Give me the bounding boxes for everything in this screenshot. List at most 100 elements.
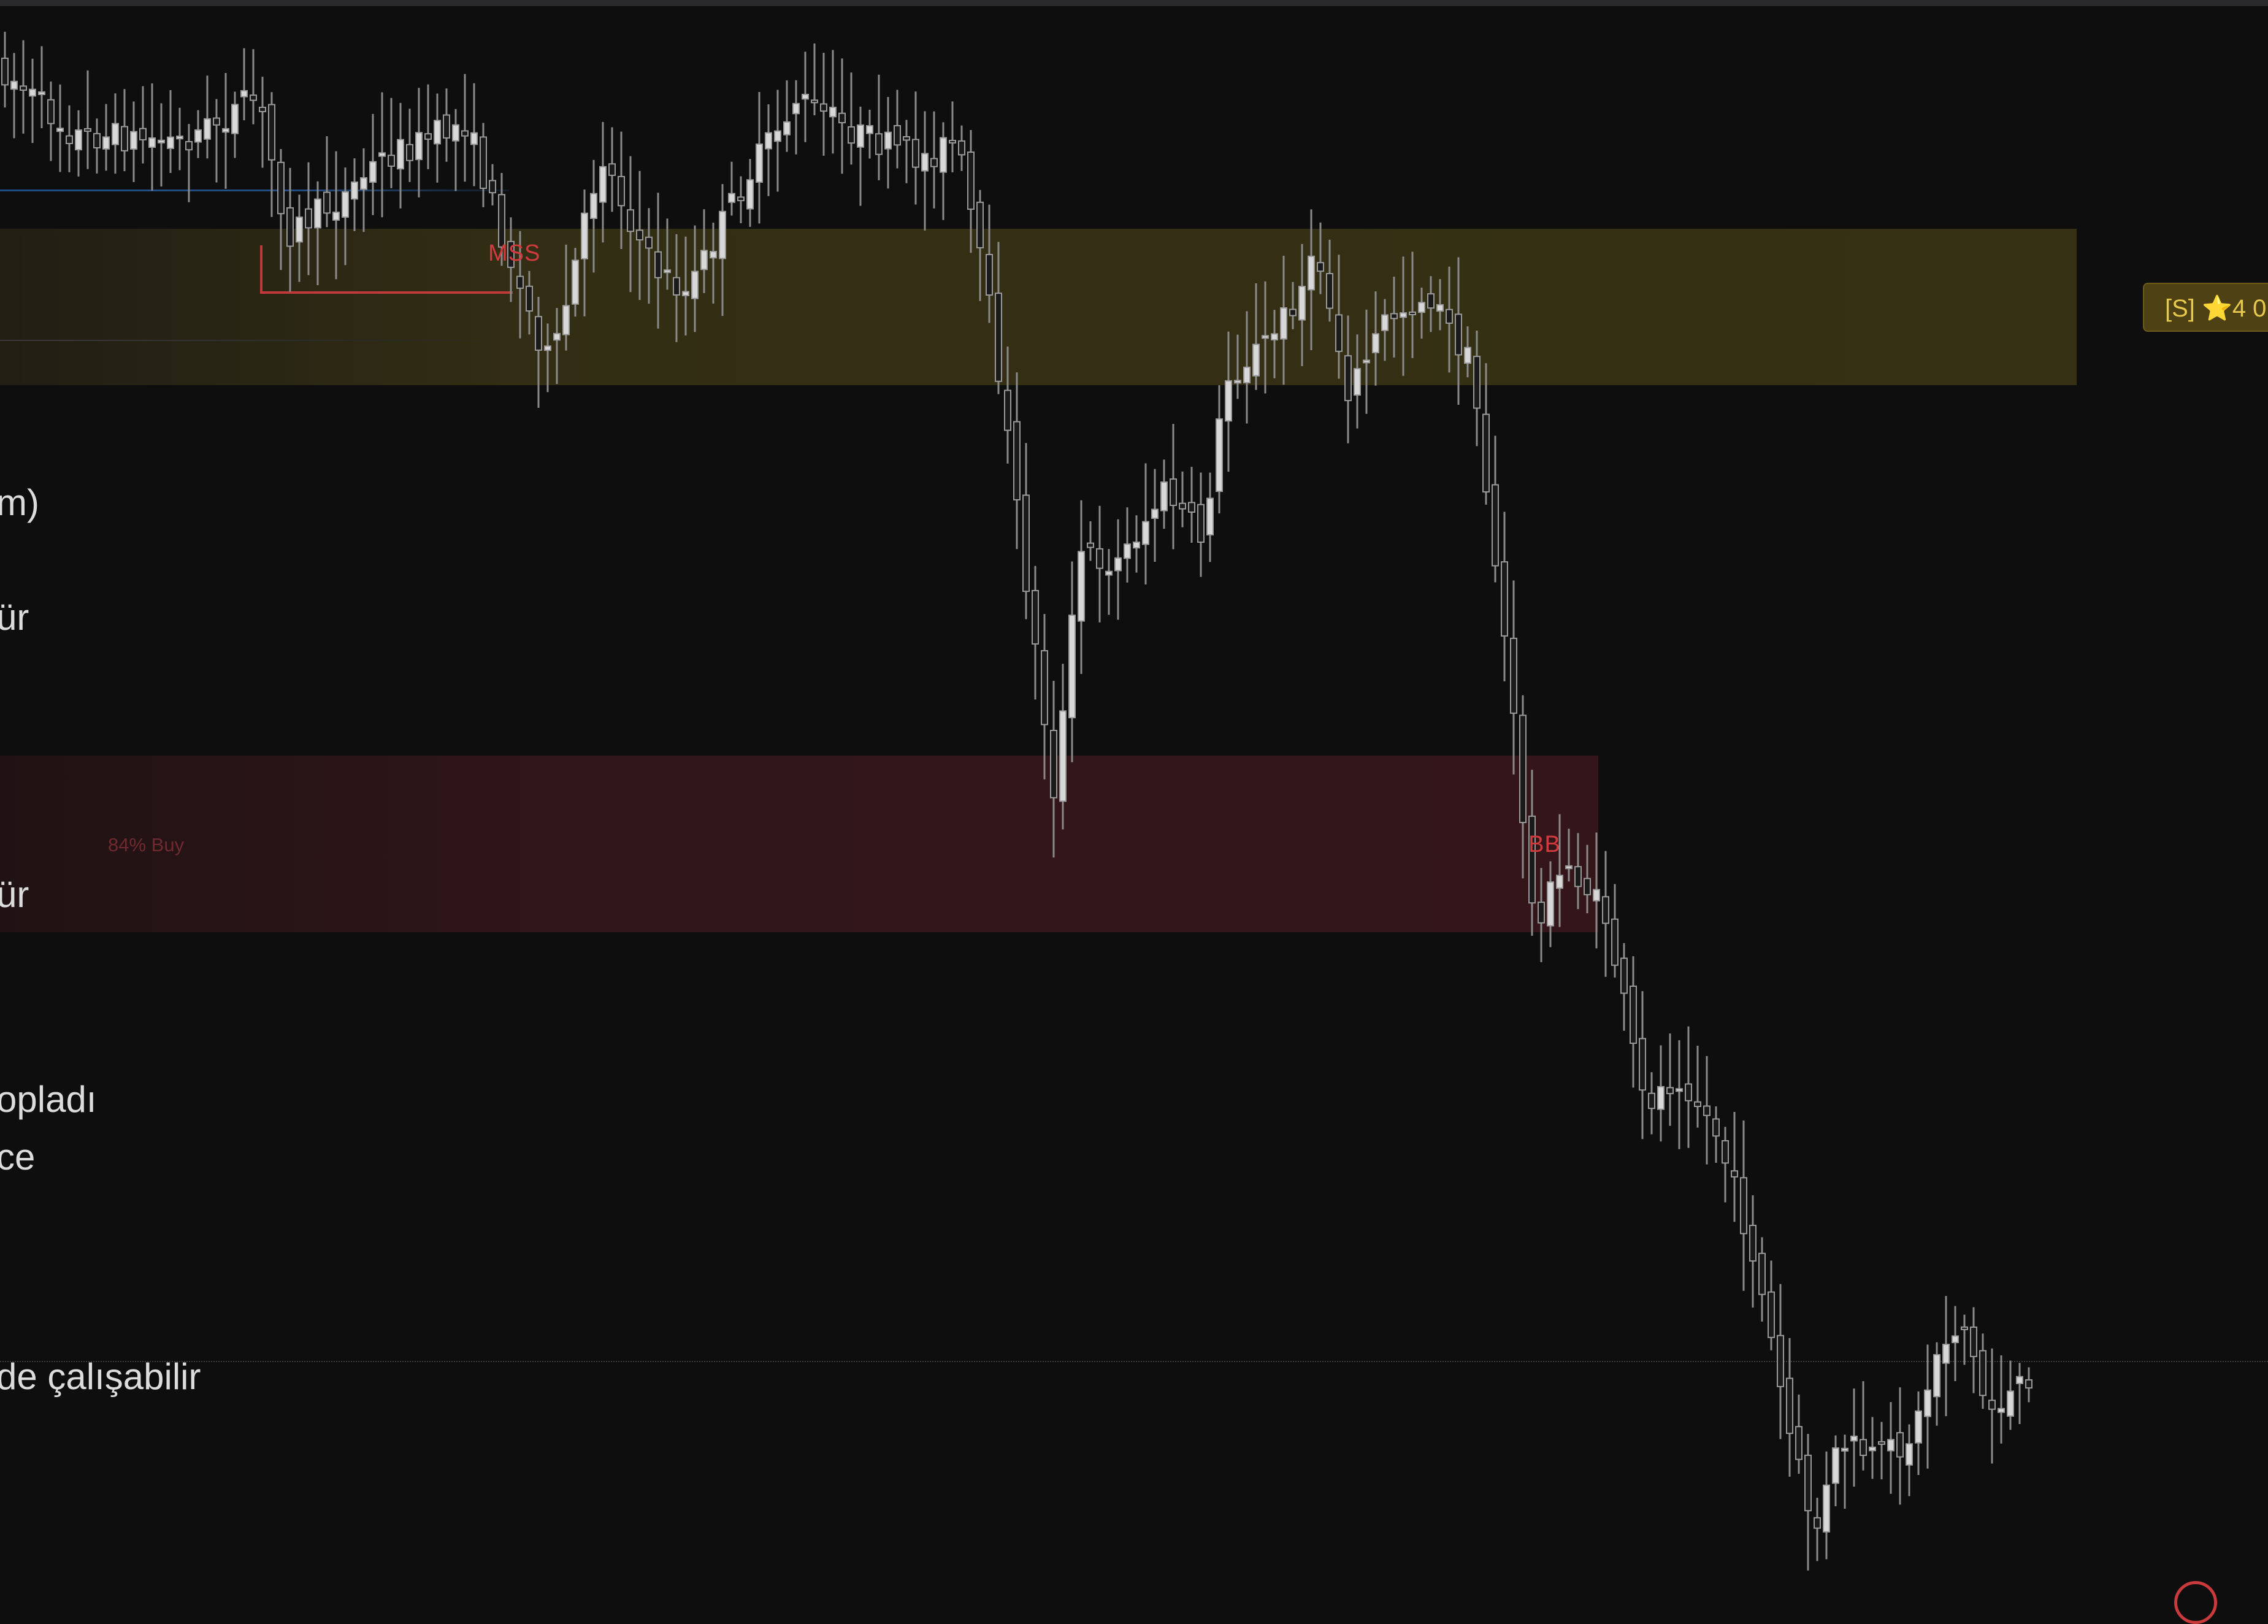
record-icon[interactable] <box>2174 1581 2217 1624</box>
candle-body <box>167 136 174 149</box>
candle-body <box>1390 313 1398 320</box>
candle-body <box>1105 570 1113 576</box>
mss-level-line[interactable] <box>260 291 513 294</box>
candle-body <box>691 270 699 299</box>
candle-body <box>56 128 64 132</box>
candle-body <box>1280 307 1287 340</box>
candle-body <box>1952 1335 1959 1344</box>
candle-body <box>415 132 423 161</box>
candle-body <box>590 193 597 220</box>
candle-body <box>1878 1441 1885 1445</box>
candle-body <box>820 103 827 112</box>
candle-body <box>1455 313 1462 356</box>
candle-body <box>29 88 36 97</box>
candle-body <box>259 107 266 112</box>
candle-body <box>1685 1083 1692 1101</box>
candle-body <box>1786 1377 1793 1434</box>
candle-body <box>1795 1426 1803 1460</box>
candle-body <box>1363 359 1370 364</box>
side-text-line: ce <box>0 1136 36 1178</box>
candle-body <box>958 140 965 156</box>
candle-body <box>664 269 671 274</box>
candle-body <box>1814 1517 1821 1529</box>
candle-body <box>452 124 459 142</box>
candle-body <box>1032 589 1039 645</box>
candle-body <box>397 139 404 170</box>
candle-body <box>66 135 73 145</box>
candle-body <box>1979 1350 1986 1396</box>
candle-body <box>572 259 579 305</box>
candle-body <box>1335 314 1343 352</box>
candle-body <box>1860 1439 1867 1456</box>
candle-body <box>461 130 469 137</box>
candle-body <box>1354 368 1361 396</box>
candle-body <box>1068 615 1076 719</box>
candle-body <box>1059 710 1067 802</box>
window-top-border <box>0 0 2268 6</box>
candle-body <box>1326 273 1333 309</box>
candle-body <box>47 99 55 124</box>
candle-body <box>268 104 275 161</box>
candle-body <box>995 293 1002 382</box>
candle-body <box>1832 1447 1839 1484</box>
candle-body <box>1160 481 1168 511</box>
candle-body <box>1712 1118 1720 1137</box>
candle-body <box>1142 521 1149 545</box>
candle-body <box>1777 1335 1784 1387</box>
candle-body <box>792 102 800 115</box>
candle-body <box>1243 366 1251 384</box>
candle-body <box>305 208 312 229</box>
signal-badge[interactable]: [S] ⭐4 0 <box>2143 283 2268 332</box>
candle-body <box>351 181 358 200</box>
candle-body <box>1528 815 1536 904</box>
candle-body <box>940 137 947 173</box>
candle-body <box>1271 333 1278 341</box>
candle-body <box>424 133 432 140</box>
candle-body <box>884 131 892 150</box>
candle-body <box>10 80 18 90</box>
candle-body <box>516 275 524 289</box>
candle-body <box>1124 543 1131 559</box>
candle-body <box>1087 542 1094 548</box>
candle-body <box>1942 1344 1950 1364</box>
candle-body <box>1841 1447 1848 1452</box>
candle-body <box>1657 1086 1665 1110</box>
candle-body <box>332 212 340 221</box>
candle-body <box>1344 355 1352 402</box>
candle-body <box>811 99 818 104</box>
candle-body <box>1262 335 1269 339</box>
candle-body <box>1 58 9 86</box>
candle-body <box>480 136 487 190</box>
candle-body <box>231 104 239 134</box>
demand-zone[interactable] <box>0 756 1598 932</box>
current-price-line <box>0 1361 2268 1362</box>
candle-body <box>1133 542 1140 549</box>
gray-level-line[interactable] <box>0 340 515 341</box>
blue-level-line[interactable] <box>0 190 509 191</box>
candle-body <box>930 158 938 167</box>
candle-body <box>562 305 570 335</box>
candle-body <box>783 121 791 136</box>
candle-body <box>682 291 689 296</box>
candle-body <box>2016 1376 2023 1384</box>
candle-body <box>1188 502 1195 513</box>
candle-body <box>1749 1225 1757 1262</box>
candle-body <box>213 117 220 126</box>
candle-body <box>1216 418 1223 492</box>
bb-label: BB <box>1528 832 1561 857</box>
candle-body <box>553 332 561 341</box>
candle-body <box>1538 902 1545 924</box>
candle-body <box>84 128 91 132</box>
candlestick-chart[interactable] <box>0 0 2268 1591</box>
candle-body <box>323 191 331 214</box>
candle-body <box>756 143 763 183</box>
candle-body <box>1482 413 1490 493</box>
candle-body <box>1418 302 1425 313</box>
candle-body <box>526 285 533 312</box>
candle-body <box>636 229 643 241</box>
candle-body <box>277 161 285 215</box>
candle-body <box>746 179 754 210</box>
candle-body <box>93 132 101 149</box>
candle-body <box>1823 1484 1830 1533</box>
